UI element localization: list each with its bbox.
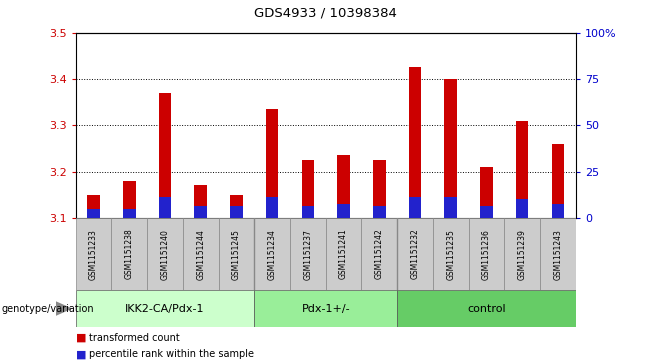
Bar bbox=[218, 218, 254, 290]
Bar bbox=[76, 290, 254, 327]
Bar bbox=[468, 218, 504, 290]
Text: control: control bbox=[467, 303, 506, 314]
Bar bbox=[516, 199, 528, 218]
Text: transformed count: transformed count bbox=[89, 333, 180, 343]
Bar bbox=[480, 206, 493, 218]
Bar bbox=[159, 197, 171, 218]
Text: GSM1151235: GSM1151235 bbox=[446, 229, 455, 280]
Bar bbox=[551, 144, 564, 218]
Text: genotype/variation: genotype/variation bbox=[1, 303, 94, 314]
Bar bbox=[326, 218, 361, 290]
Bar bbox=[254, 218, 290, 290]
Text: GSM1151232: GSM1151232 bbox=[411, 229, 420, 280]
Bar bbox=[338, 155, 350, 218]
Bar bbox=[444, 197, 457, 218]
Text: ■: ■ bbox=[76, 350, 86, 359]
Text: GSM1151237: GSM1151237 bbox=[303, 229, 313, 280]
Bar bbox=[301, 160, 314, 218]
Bar bbox=[409, 197, 421, 218]
Bar bbox=[397, 218, 433, 290]
Bar bbox=[230, 195, 243, 218]
Text: IKK2-CA/Pdx-1: IKK2-CA/Pdx-1 bbox=[125, 303, 205, 314]
Bar bbox=[183, 218, 218, 290]
Bar bbox=[444, 79, 457, 218]
Polygon shape bbox=[56, 301, 72, 316]
Bar bbox=[195, 185, 207, 218]
Bar bbox=[373, 160, 386, 218]
Bar bbox=[195, 206, 207, 218]
Bar bbox=[266, 109, 278, 218]
Bar bbox=[480, 167, 493, 218]
Text: GDS4933 / 10398384: GDS4933 / 10398384 bbox=[254, 7, 397, 20]
Bar bbox=[338, 204, 350, 218]
Bar bbox=[409, 68, 421, 218]
Text: GSM1151241: GSM1151241 bbox=[339, 229, 348, 280]
Text: GSM1151234: GSM1151234 bbox=[268, 229, 276, 280]
Bar bbox=[433, 218, 468, 290]
Text: percentile rank within the sample: percentile rank within the sample bbox=[89, 350, 254, 359]
Bar bbox=[123, 181, 136, 218]
Bar bbox=[230, 206, 243, 218]
Text: ■: ■ bbox=[76, 333, 86, 343]
Bar bbox=[301, 206, 314, 218]
Text: GSM1151243: GSM1151243 bbox=[553, 229, 563, 280]
Text: GSM1151236: GSM1151236 bbox=[482, 229, 491, 280]
Text: GSM1151239: GSM1151239 bbox=[518, 229, 526, 280]
Text: GSM1151233: GSM1151233 bbox=[89, 229, 98, 280]
Text: GSM1151238: GSM1151238 bbox=[125, 229, 134, 280]
Bar bbox=[266, 197, 278, 218]
Text: GSM1151240: GSM1151240 bbox=[161, 229, 170, 280]
Bar bbox=[540, 218, 576, 290]
Bar bbox=[516, 121, 528, 218]
Bar bbox=[361, 218, 397, 290]
Text: GSM1151242: GSM1151242 bbox=[375, 229, 384, 280]
Bar bbox=[76, 218, 111, 290]
Bar bbox=[111, 218, 147, 290]
Bar bbox=[373, 206, 386, 218]
Bar bbox=[88, 195, 100, 218]
Bar bbox=[551, 204, 564, 218]
Bar bbox=[397, 290, 576, 327]
Bar bbox=[254, 290, 397, 327]
Bar bbox=[159, 93, 171, 218]
Text: Pdx-1+/-: Pdx-1+/- bbox=[301, 303, 350, 314]
Bar bbox=[147, 218, 183, 290]
Bar bbox=[290, 218, 326, 290]
Text: GSM1151245: GSM1151245 bbox=[232, 229, 241, 280]
Bar bbox=[88, 209, 100, 218]
Bar bbox=[123, 209, 136, 218]
Text: GSM1151244: GSM1151244 bbox=[196, 229, 205, 280]
Bar bbox=[504, 218, 540, 290]
